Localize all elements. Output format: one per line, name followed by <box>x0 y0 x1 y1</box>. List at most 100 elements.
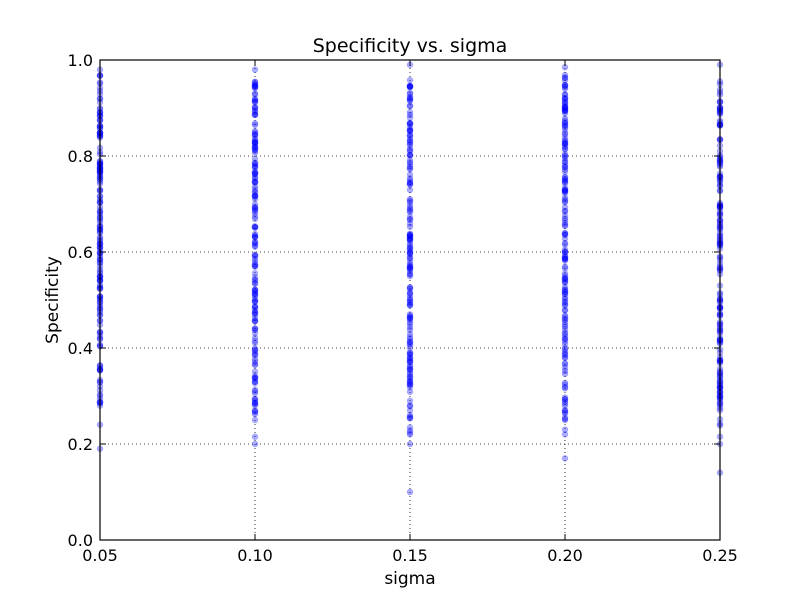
data-point <box>251 351 259 358</box>
data-point <box>406 267 414 275</box>
data-point <box>406 411 414 419</box>
data-point <box>406 292 414 299</box>
data-point <box>561 212 569 220</box>
data-point <box>561 199 569 206</box>
data-point <box>561 283 569 291</box>
data-point <box>561 353 569 361</box>
data-point <box>561 94 569 102</box>
data-point <box>406 83 414 91</box>
data-point <box>251 337 259 345</box>
data-point <box>251 83 259 91</box>
data-point <box>251 111 259 118</box>
data-point <box>406 234 414 242</box>
data-point <box>406 313 414 321</box>
data-point <box>561 384 569 391</box>
data-point <box>251 243 259 250</box>
data-point <box>406 377 414 385</box>
y-tick-label: 0.6 <box>68 243 93 262</box>
data-point <box>251 192 259 200</box>
data-point <box>561 241 569 248</box>
data-point <box>251 346 259 353</box>
data-point <box>251 179 259 186</box>
data-point <box>251 91 259 98</box>
data-point <box>406 126 414 134</box>
data-point <box>251 306 259 314</box>
data-point <box>251 140 259 148</box>
data-point <box>561 323 569 330</box>
y-tick-label: 0.8 <box>68 147 93 166</box>
x-tick-label: 0.05 <box>82 546 118 565</box>
data-point <box>251 204 259 212</box>
data-point <box>251 329 259 337</box>
data-point <box>251 222 259 230</box>
data-point <box>406 138 414 146</box>
data-point <box>561 117 569 125</box>
data-point <box>561 344 569 352</box>
data-point <box>561 158 569 166</box>
data-point <box>251 255 259 263</box>
data-point <box>406 126 414 134</box>
data-point <box>251 111 259 119</box>
data-point <box>406 171 414 178</box>
data-point <box>251 356 259 363</box>
data-point <box>561 415 569 423</box>
data-point <box>251 352 259 359</box>
data-point <box>251 108 259 116</box>
data-point <box>406 301 414 309</box>
data-point <box>251 81 259 88</box>
data-point <box>251 97 259 104</box>
data-point <box>561 152 569 160</box>
data-point <box>406 251 414 258</box>
data-point <box>406 82 414 90</box>
data-point <box>406 128 414 135</box>
data-point <box>251 410 259 418</box>
data-point <box>406 265 414 272</box>
data-point <box>251 397 259 405</box>
data-point <box>561 217 569 224</box>
data-point <box>251 361 259 368</box>
data-point <box>561 230 569 237</box>
axis-ticks <box>99 59 721 541</box>
data-point <box>561 290 569 298</box>
data-point <box>406 93 414 101</box>
data-point <box>251 162 259 170</box>
grid-lines <box>100 60 720 540</box>
data-point <box>561 136 569 144</box>
data-point <box>561 104 569 111</box>
data-point <box>406 381 414 388</box>
data-point <box>251 233 259 241</box>
data-point <box>251 233 259 241</box>
data-point <box>561 186 569 193</box>
data-point <box>561 288 569 296</box>
data-point <box>251 207 259 215</box>
data-point <box>251 311 259 319</box>
data-point <box>251 407 259 414</box>
data-point <box>406 147 414 154</box>
data-point <box>251 416 259 424</box>
data-point <box>406 254 414 261</box>
data-point <box>406 388 414 396</box>
data-point <box>561 340 569 348</box>
data-point <box>561 248 569 256</box>
data-point <box>561 414 569 421</box>
data-point <box>406 179 414 187</box>
data-point <box>251 399 259 407</box>
data-point <box>561 220 569 227</box>
data-point <box>251 310 259 317</box>
data-point <box>561 381 569 388</box>
data-point <box>406 381 414 388</box>
data-point <box>561 246 569 253</box>
data-point <box>406 108 414 116</box>
data-point <box>251 140 259 147</box>
data-point <box>406 366 414 373</box>
data-point <box>561 370 569 378</box>
data-point <box>406 377 414 384</box>
data-point <box>561 294 569 301</box>
data-point <box>406 263 414 270</box>
data-point <box>406 180 414 188</box>
data-point <box>561 299 569 306</box>
data-point <box>251 326 259 334</box>
data-point <box>406 302 414 309</box>
data-point <box>251 111 259 119</box>
data-point <box>251 96 259 104</box>
